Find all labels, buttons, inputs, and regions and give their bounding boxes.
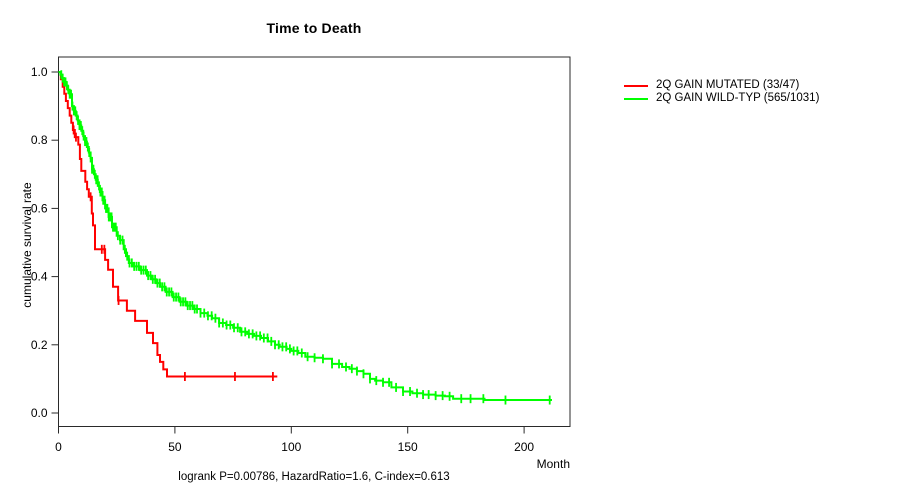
legend-label-wildtype: 2Q GAIN WILD-TYP (565/1031) xyxy=(656,92,820,104)
km-step-line xyxy=(58,71,552,401)
x-tick-label: 100 xyxy=(281,440,301,454)
y-axis-title: cumulative survival rate xyxy=(20,182,34,308)
y-tick-label: 0.2 xyxy=(31,338,48,352)
chart-title: Time to Death xyxy=(266,20,362,36)
x-tick-label: 200 xyxy=(514,440,534,454)
legend-item-mutated: 2Q GAIN MUTATED (33/47) xyxy=(624,79,819,92)
y-tick-label: 1.0 xyxy=(31,65,48,79)
legend-line-green xyxy=(624,97,648,100)
legend-label-mutated: 2Q GAIN MUTATED (33/47) xyxy=(656,79,800,91)
x-tick-label: 150 xyxy=(398,440,418,454)
statistics-caption: logrank P=0.00786, HazardRatio=1.6, C-in… xyxy=(178,471,450,483)
x-tick-label: 50 xyxy=(168,440,182,454)
y-tick-label: 0.8 xyxy=(31,133,48,147)
survival-curve-mutated xyxy=(58,71,278,382)
legend-line-red xyxy=(624,84,648,87)
plot-frame xyxy=(58,56,571,427)
y-tick-label: 0.4 xyxy=(31,270,48,284)
legend-item-wildtype: 2Q GAIN WILD-TYP (565/1031) xyxy=(624,92,819,105)
y-tick-label: 0.0 xyxy=(31,406,48,420)
x-tick-label: 0 xyxy=(55,440,62,454)
survival-curve-wildtype xyxy=(58,70,552,405)
y-tick-label: 0.6 xyxy=(31,201,48,215)
x-axis-title: Month xyxy=(536,457,570,471)
legend: 2Q GAIN MUTATED (33/47) 2Q GAIN WILD-TYP… xyxy=(624,79,819,105)
